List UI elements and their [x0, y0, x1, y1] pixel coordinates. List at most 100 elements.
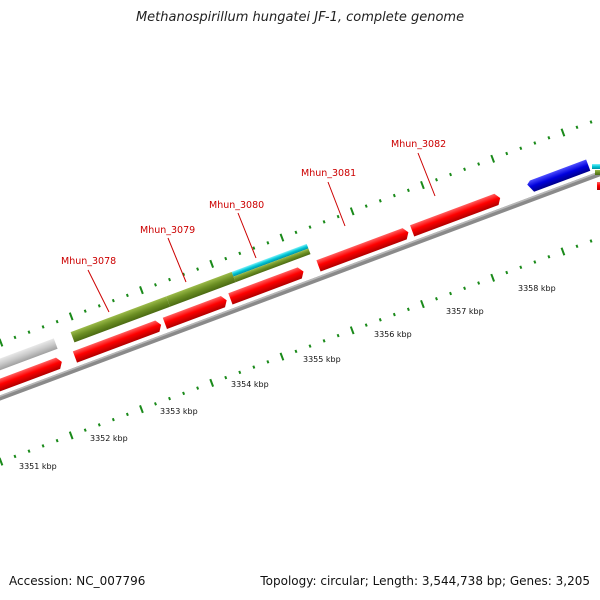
minor-tick [477, 162, 481, 166]
minor-tick [27, 449, 31, 453]
minor-tick [238, 370, 242, 375]
minor-tick [406, 307, 410, 312]
minor-tick [252, 246, 256, 250]
minor-tick [519, 265, 523, 270]
minor-tick [378, 199, 382, 203]
minor-tick [294, 230, 298, 235]
cds-arrow [228, 267, 304, 305]
minor-tick [41, 444, 45, 448]
minor-tick [533, 260, 537, 264]
cds-arrow [597, 182, 600, 190]
cds-arrow [0, 357, 62, 398]
minor-tick [533, 141, 537, 145]
scale-label-3352: 3352 kbp [90, 434, 128, 443]
minor-tick [154, 402, 157, 406]
minor-tick [168, 396, 171, 401]
reverse-cds-arrow [527, 159, 591, 192]
minor-tick [266, 360, 270, 364]
gene-bar [166, 271, 236, 307]
major-tick [0, 457, 4, 466]
minor-tick [477, 281, 481, 285]
genome-backbone [0, 161, 600, 404]
minor-tick [364, 204, 368, 208]
scale-label-3358: 3358 kbp [518, 284, 556, 293]
major-tick [560, 128, 566, 137]
gene-label-mhun-3080: Mhun_3080 [209, 200, 264, 211]
cyan-feature [592, 164, 600, 169]
gene-track [0, 243, 311, 377]
minor-tick [449, 291, 453, 296]
label-connector [327, 181, 346, 227]
major-tick [68, 312, 74, 321]
gene-label-mhun-3078: Mhun_3078 [61, 256, 116, 267]
minor-tick [252, 365, 256, 369]
minor-tick [266, 241, 270, 245]
minor-tick [111, 417, 115, 422]
minor-tick [97, 423, 101, 427]
gene-label-mhun-3079: Mhun_3079 [140, 225, 195, 236]
minor-tick [55, 438, 59, 443]
minor-tick [83, 428, 87, 432]
minor-tick [392, 312, 396, 317]
minor-tick [589, 239, 593, 243]
major-tick [420, 299, 425, 309]
major-tick [279, 352, 285, 361]
genome-summary-text: Topology: circular; Length: 3,544,738 bp… [260, 574, 590, 588]
minor-tick [154, 283, 157, 287]
minor-tick [575, 244, 579, 249]
minor-tick [196, 386, 200, 390]
minor-tick [294, 349, 298, 354]
lower-tick-track [0, 239, 593, 466]
label-connector [237, 212, 257, 259]
label-connector [167, 237, 187, 283]
cds-arrow [410, 193, 501, 237]
major-tick [139, 286, 144, 295]
scale-label-3356: 3356 kbp [374, 330, 412, 339]
minor-tick [392, 193, 396, 198]
minor-tick [125, 293, 129, 298]
minor-tick [463, 167, 467, 172]
label-connector [417, 152, 436, 197]
forward-feature-track [0, 159, 591, 398]
minor-tick [505, 151, 509, 156]
gene-bar [595, 170, 600, 175]
minor-tick [406, 188, 410, 193]
major-tick [0, 338, 4, 347]
minor-tick [224, 256, 228, 261]
major-tick [68, 431, 74, 440]
minor-tick [449, 172, 453, 177]
upper-tick-track [0, 120, 593, 347]
map-title: Methanospirillum hungatei JF-1, complete… [135, 10, 465, 25]
major-tick [490, 273, 496, 282]
cds-arrow [316, 228, 409, 272]
minor-tick [27, 330, 31, 334]
major-tick [279, 233, 285, 242]
major-tick [349, 326, 355, 335]
scale-label-3357: 3357 kbp [446, 307, 484, 316]
minor-tick [224, 375, 228, 380]
major-tick [209, 378, 215, 387]
minor-tick [83, 309, 87, 313]
minor-tick [378, 318, 382, 322]
minor-tick [336, 214, 340, 219]
major-tick [139, 405, 144, 414]
minor-tick [575, 125, 579, 130]
minor-tick [308, 225, 312, 229]
minor-tick [41, 325, 45, 329]
minor-tick [125, 412, 129, 417]
minor-tick [435, 178, 438, 182]
major-tick [420, 180, 425, 190]
minor-tick [547, 136, 551, 140]
minor-tick [196, 267, 200, 271]
major-tick [490, 154, 496, 163]
minor-tick [111, 298, 115, 303]
minor-tick [168, 277, 171, 282]
gene-label-mhun-3081: Mhun_3081 [301, 168, 356, 179]
cds-arrow [162, 296, 227, 329]
minor-tick [322, 220, 326, 224]
gene-bar [70, 296, 171, 343]
minor-tick [55, 319, 59, 324]
minor-tick [97, 304, 101, 308]
minor-tick [547, 255, 551, 259]
